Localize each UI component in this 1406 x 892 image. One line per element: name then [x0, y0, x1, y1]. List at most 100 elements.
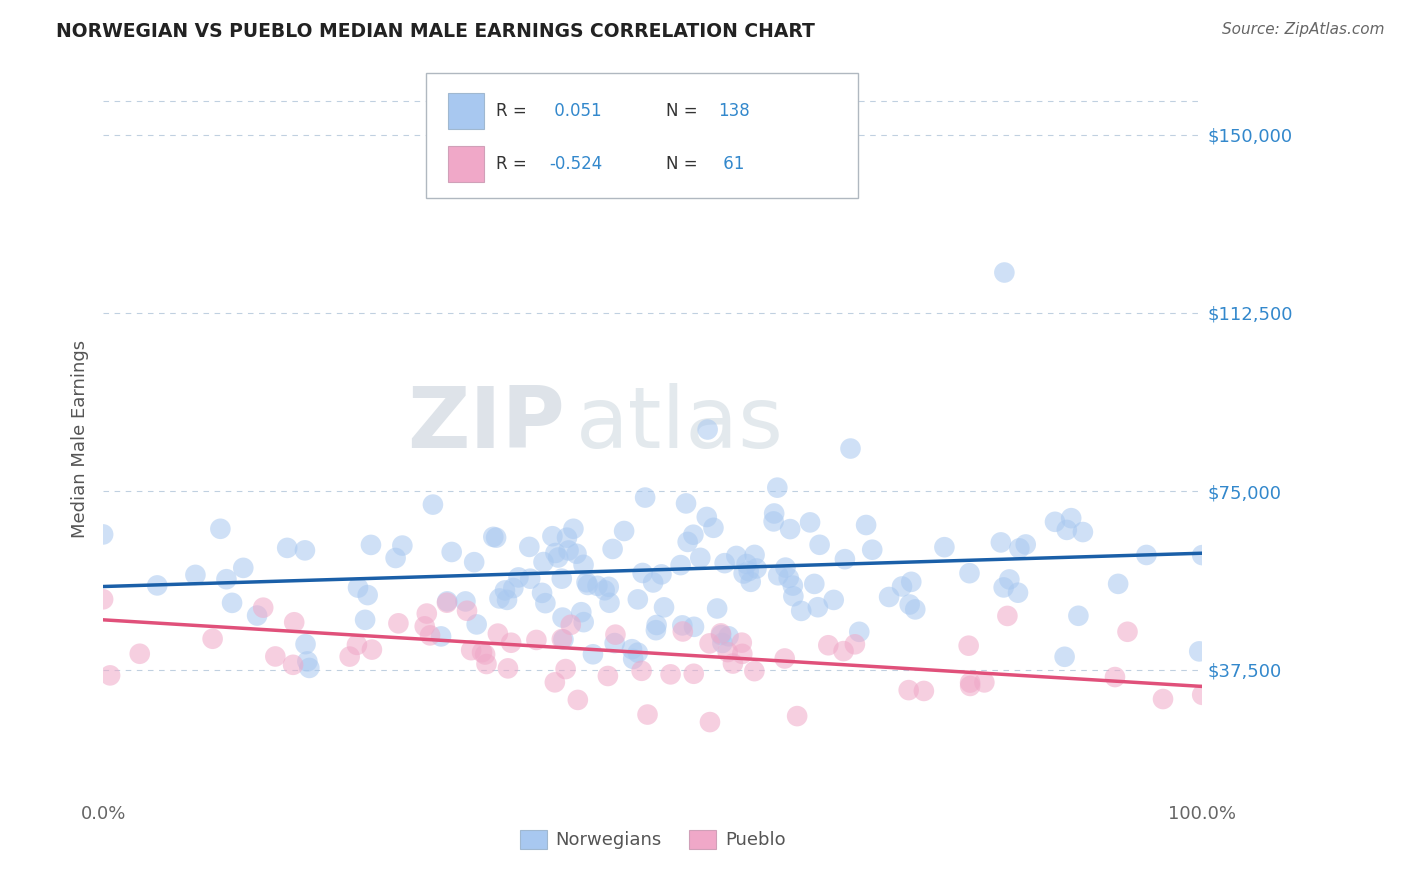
- Point: [294, 637, 316, 651]
- Point: [572, 615, 595, 629]
- Point: [790, 604, 813, 618]
- Point: [773, 651, 796, 665]
- Y-axis label: Median Male Earnings: Median Male Earnings: [72, 340, 89, 538]
- Point: [808, 538, 831, 552]
- Point: [347, 581, 370, 595]
- Point: [422, 498, 444, 512]
- Point: [569, 605, 592, 619]
- Point: [645, 618, 668, 632]
- Point: [496, 661, 519, 675]
- Point: [598, 596, 620, 610]
- Point: [474, 648, 496, 662]
- Point: [786, 709, 808, 723]
- Point: [713, 556, 735, 570]
- Point: [659, 667, 682, 681]
- Point: [1008, 541, 1031, 556]
- Point: [485, 531, 508, 545]
- Point: [557, 543, 579, 558]
- Point: [997, 608, 1019, 623]
- Point: [460, 643, 482, 657]
- Point: [775, 560, 797, 574]
- Point: [502, 581, 524, 595]
- Point: [454, 594, 477, 608]
- Point: [699, 636, 721, 650]
- Point: [565, 547, 588, 561]
- Point: [391, 539, 413, 553]
- Point: [721, 657, 744, 671]
- Point: [711, 636, 734, 650]
- Point: [696, 423, 718, 437]
- Point: [554, 662, 576, 676]
- Point: [494, 583, 516, 598]
- Legend: Norwegians, Pueblo: Norwegians, Pueblo: [512, 823, 793, 856]
- Point: [534, 596, 557, 610]
- Point: [387, 616, 409, 631]
- Point: [91, 592, 114, 607]
- FancyBboxPatch shape: [449, 146, 484, 182]
- Point: [848, 624, 870, 639]
- Point: [671, 618, 693, 632]
- Point: [834, 552, 856, 566]
- Point: [763, 507, 786, 521]
- Point: [526, 632, 548, 647]
- Text: N =: N =: [666, 155, 703, 173]
- Point: [416, 607, 439, 621]
- Point: [669, 558, 692, 573]
- Point: [644, 623, 666, 637]
- Point: [672, 624, 695, 639]
- Point: [519, 572, 541, 586]
- Point: [593, 583, 616, 598]
- Point: [1007, 585, 1029, 599]
- Point: [634, 491, 657, 505]
- Point: [602, 541, 624, 556]
- Point: [1015, 537, 1038, 551]
- Point: [993, 581, 1015, 595]
- Point: [560, 617, 582, 632]
- Point: [1060, 511, 1083, 525]
- Point: [361, 642, 384, 657]
- Point: [533, 555, 555, 569]
- Point: [803, 577, 825, 591]
- Point: [413, 619, 436, 633]
- Point: [1191, 688, 1213, 702]
- Point: [471, 645, 494, 659]
- Point: [436, 594, 458, 608]
- Point: [567, 693, 589, 707]
- Point: [128, 647, 150, 661]
- Point: [745, 561, 768, 575]
- Point: [817, 638, 839, 652]
- Point: [897, 683, 920, 698]
- Point: [900, 574, 922, 589]
- Point: [586, 579, 609, 593]
- Text: 138: 138: [718, 102, 751, 120]
- Point: [744, 548, 766, 562]
- Point: [209, 522, 232, 536]
- Point: [339, 649, 361, 664]
- Point: [252, 600, 274, 615]
- Point: [456, 604, 478, 618]
- Point: [855, 518, 877, 533]
- Point: [215, 572, 238, 586]
- Point: [603, 636, 626, 650]
- Point: [717, 645, 740, 659]
- Point: [486, 626, 509, 640]
- Point: [844, 637, 866, 651]
- Point: [1056, 523, 1078, 537]
- Point: [959, 675, 981, 690]
- Point: [957, 639, 980, 653]
- Point: [832, 644, 855, 658]
- Point: [731, 647, 754, 661]
- Point: [898, 598, 921, 612]
- Point: [297, 654, 319, 668]
- Point: [621, 652, 644, 666]
- Point: [598, 580, 620, 594]
- Point: [689, 550, 711, 565]
- Point: [281, 657, 304, 672]
- Point: [737, 564, 759, 578]
- Point: [562, 522, 585, 536]
- Point: [630, 664, 652, 678]
- Point: [706, 601, 728, 615]
- Point: [1107, 577, 1129, 591]
- Point: [766, 568, 789, 582]
- Point: [740, 574, 762, 589]
